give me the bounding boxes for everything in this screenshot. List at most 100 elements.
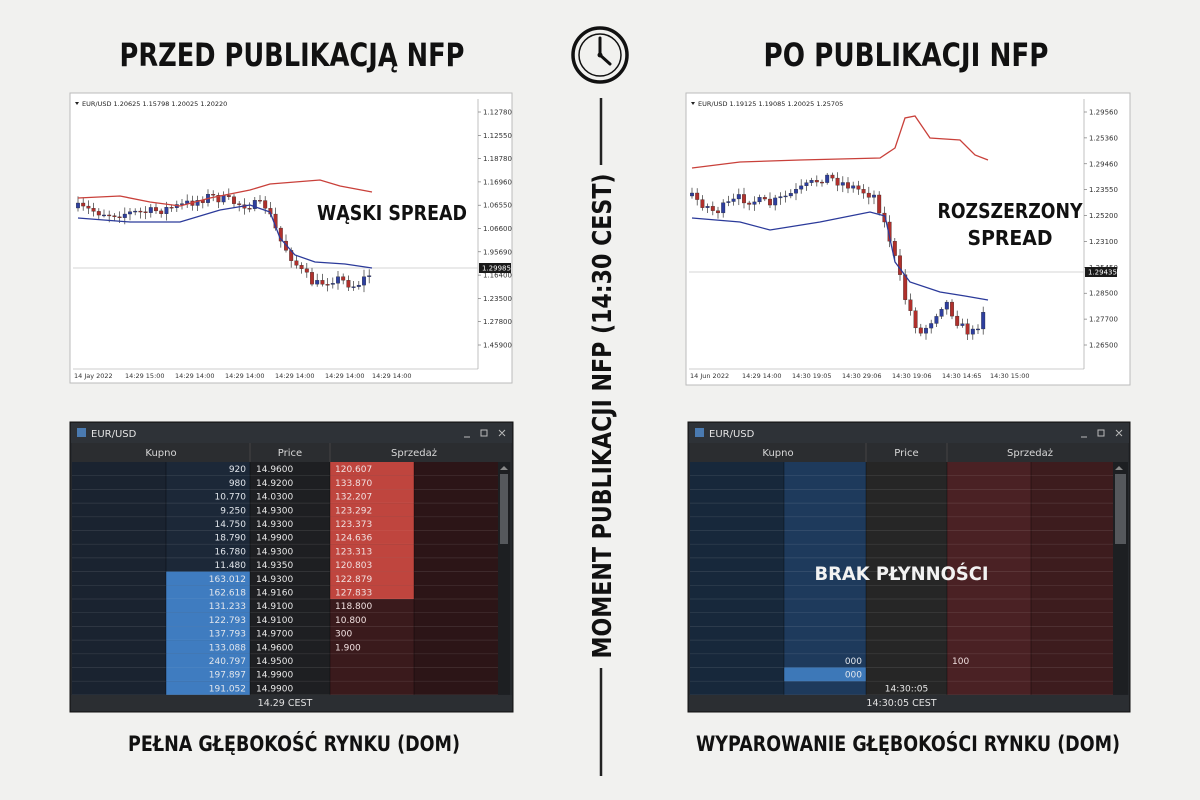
dom-footer: 14.29 CEST — [258, 698, 313, 709]
header-arrow — [75, 102, 79, 105]
price: 14.9700 — [256, 630, 293, 640]
current-price-box — [1085, 267, 1117, 277]
candle — [221, 195, 226, 203]
column-bg — [72, 462, 166, 695]
window-controls — [1081, 429, 1123, 438]
candle — [918, 327, 923, 334]
candle — [877, 194, 882, 214]
candle — [346, 280, 351, 288]
price-label: 1.29460 — [1089, 160, 1118, 168]
left-caption: PEŁNA GŁĘBOKOŚĆ RYNKU (DOM) — [128, 731, 460, 756]
candle — [705, 206, 710, 208]
candle — [913, 310, 918, 329]
column-header: Price — [894, 448, 918, 459]
candle — [773, 197, 778, 206]
column-header: Price — [278, 448, 302, 459]
time-label: 14 Jun 2022 — [690, 372, 729, 380]
bid-size: 9.250 — [220, 506, 246, 516]
candle — [154, 207, 158, 212]
candle — [970, 328, 975, 335]
candle — [143, 211, 148, 213]
ask-highlight — [330, 557, 414, 572]
candle — [367, 275, 372, 277]
bid-size: 163.012 — [209, 575, 246, 585]
window-icon — [695, 428, 704, 437]
ask-size: 133.870 — [335, 479, 372, 489]
candle — [856, 185, 861, 190]
candle — [814, 180, 819, 183]
ask-highlight — [330, 571, 414, 586]
price-label: 1.45900 — [483, 342, 512, 350]
candle — [325, 284, 330, 286]
bid-highlight — [166, 640, 250, 654]
candle — [950, 301, 954, 317]
candle — [929, 323, 934, 329]
bid-size: 920 — [229, 465, 246, 475]
candle — [159, 210, 164, 214]
price: 14.9900 — [256, 684, 293, 694]
price-label: 1.28500 — [1089, 290, 1118, 298]
scroll-thumb — [500, 474, 508, 544]
candle — [211, 194, 216, 196]
price: 14.0300 — [256, 493, 293, 503]
time-label: 14:29 15:00 — [125, 372, 165, 380]
column-bg — [690, 462, 784, 695]
candle — [747, 202, 752, 205]
candle — [320, 280, 325, 285]
time-label: 14:30 29:06 — [842, 372, 882, 380]
candle — [924, 327, 928, 334]
ask-highlight — [330, 462, 414, 476]
bid-size: 131.233 — [209, 602, 246, 612]
bid-highlight — [166, 626, 250, 641]
candle — [299, 265, 304, 269]
ask-highlight — [330, 544, 414, 558]
ask-highlight — [330, 503, 414, 517]
candle — [752, 201, 757, 205]
column-bg — [866, 462, 947, 695]
candle — [700, 199, 705, 208]
candle — [96, 211, 101, 216]
time-label: 14:30 19:05 — [792, 372, 832, 380]
price-label: 1.06600 — [483, 225, 512, 233]
candle — [86, 205, 91, 209]
annotation: WĄSKI SPREAD — [317, 201, 467, 225]
chart-header: EUR/USD 1.20625 1.15798 1.20025 1.20220 — [82, 100, 227, 108]
ask-line — [691, 115, 989, 169]
bid-size: 000 — [845, 657, 862, 667]
bid-size: 162.618 — [209, 589, 246, 599]
candle — [799, 185, 804, 190]
price: 14.9300 — [256, 520, 293, 530]
time-label: 14 Jay 2022 — [74, 372, 113, 380]
ask-size: 127.833 — [335, 589, 372, 599]
candle — [944, 301, 949, 310]
price-label: 1.95690 — [483, 248, 512, 256]
candle — [180, 203, 184, 205]
liquidity-overlay: BRAK PŁYNNOŚCI — [815, 561, 989, 585]
dom-title: EUR/USD — [709, 429, 755, 440]
candle — [226, 195, 231, 197]
candle — [356, 284, 361, 287]
candle — [716, 210, 720, 214]
chart-panel — [69, 92, 513, 384]
candle — [825, 174, 830, 183]
price-label: 1.12550 — [483, 132, 512, 140]
candle — [164, 207, 169, 214]
candle — [898, 255, 902, 275]
ask-size: 124.636 — [335, 534, 372, 544]
column-bg — [947, 462, 1031, 695]
candle — [960, 323, 965, 326]
bid-highlight — [166, 599, 250, 613]
price: 14.9350 — [256, 561, 293, 571]
candle — [148, 207, 153, 213]
candle — [304, 268, 309, 273]
left-title: PRZED PUBLIKACJĄ NFP — [120, 36, 465, 74]
column-header: Sprzedaż — [1007, 448, 1053, 459]
candle — [169, 207, 174, 209]
price-label: 1.23100 — [1089, 238, 1118, 246]
price: 14.9900 — [256, 671, 293, 681]
header-row — [72, 443, 511, 462]
candle — [310, 272, 314, 285]
ask-size: 300 — [335, 630, 352, 640]
